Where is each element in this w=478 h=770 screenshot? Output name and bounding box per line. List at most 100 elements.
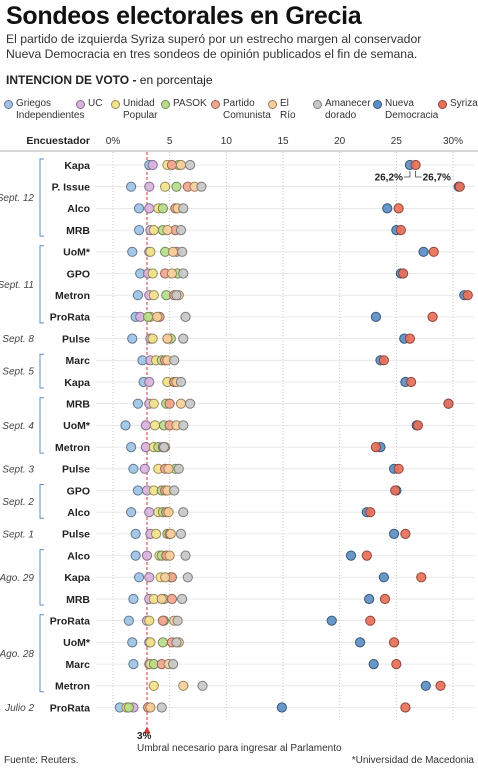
data-point (416, 572, 427, 583)
pollster-label: Alco (67, 507, 90, 519)
pollster-label: MRB (66, 399, 90, 411)
data-point (370, 442, 382, 453)
data-point (148, 680, 159, 691)
data-point (178, 333, 189, 344)
legend-swatch (161, 100, 170, 109)
data-point (145, 637, 156, 648)
data-point (163, 507, 174, 518)
data-point (144, 203, 155, 214)
legend-label: PASOK (173, 98, 207, 109)
data-point (345, 550, 357, 561)
data-point (152, 311, 163, 322)
data-point (379, 593, 391, 605)
pollster-label: Alco (67, 203, 90, 215)
data-point (173, 463, 184, 474)
data-point (148, 290, 159, 301)
data-point (148, 398, 159, 409)
pollster-label: P. Issue (52, 182, 90, 194)
data-point (197, 680, 208, 691)
data-point (167, 246, 179, 257)
data-point (412, 420, 423, 431)
x-tick-label: 5 (167, 136, 173, 147)
x-tick-label: 20 (334, 136, 346, 147)
date-bracket (39, 614, 44, 693)
data-point (404, 333, 416, 344)
data-point (166, 593, 178, 605)
data-point (400, 702, 411, 713)
data-point (130, 550, 141, 561)
data-point (150, 528, 162, 539)
date-bracket (39, 484, 44, 519)
dot-plot: Encuestador 0% 5 10 15 20 25 30% Sept. 12 Sept. 1… (0, 135, 478, 734)
data-point (133, 203, 145, 214)
pollster-label: Alco (67, 550, 90, 562)
data-point (128, 463, 139, 474)
threshold-marker (143, 726, 151, 734)
chart-title: Sondeos electorales en Grecia (6, 2, 362, 30)
data-point (166, 159, 178, 171)
data-point (147, 159, 158, 171)
data-point (368, 659, 379, 670)
data-point (178, 203, 189, 214)
threshold-value: 3% (137, 731, 152, 742)
pollster-label: UoM* (63, 637, 91, 649)
data-point (454, 181, 465, 192)
data-point (162, 333, 173, 344)
data-point (139, 463, 150, 474)
legend-label: Amanecer dorado (325, 98, 371, 121)
data-point (126, 442, 137, 453)
data-point (410, 159, 421, 171)
legend-label: UC (88, 98, 103, 109)
legend-swatch (313, 100, 322, 109)
data-point (175, 159, 187, 171)
x-tick-label: 0% (106, 136, 121, 147)
data-point (128, 593, 139, 605)
data-point (196, 181, 207, 192)
x-tick-label: 30% (443, 136, 463, 147)
data-point (145, 246, 156, 257)
data-point (354, 637, 366, 648)
data-point (144, 507, 155, 518)
data-point (393, 463, 404, 474)
legend-swatch (268, 100, 277, 109)
footnote: *Universidad de Macedonia (351, 755, 474, 766)
pollster-label: ProRata (50, 702, 90, 714)
data-point (182, 572, 193, 583)
data-point (160, 572, 171, 583)
axis-title: Encuestador (26, 135, 90, 147)
date-group-label: Ago. 28 (0, 649, 34, 660)
date-group-label: Sept. 8 (2, 334, 34, 345)
legend-swatch (4, 100, 13, 109)
date-group-label: Sept. 3 (2, 464, 34, 475)
pollster-label: Metron (55, 681, 90, 693)
data-point (120, 420, 131, 431)
data-point (388, 528, 400, 539)
data-point (147, 268, 158, 279)
data-point (361, 550, 372, 561)
data-point (420, 680, 431, 691)
date-bracket (39, 397, 44, 454)
data-point (172, 615, 183, 626)
legend-label: El Río (280, 98, 296, 121)
data-point (175, 225, 187, 236)
data-point (370, 311, 382, 322)
data-point (382, 203, 393, 214)
pollster-label: Kapa (64, 572, 90, 584)
data-point (163, 463, 174, 474)
legend-swatch (438, 100, 447, 109)
date-group-label: Sept. 11 (0, 280, 34, 291)
data-point (390, 485, 401, 496)
data-point (160, 181, 171, 192)
x-tick-label: 15 (277, 136, 289, 147)
data-point (164, 398, 175, 409)
x-tick-label: 25 (391, 136, 403, 147)
source-note: Fuente: Reuters. (4, 755, 79, 766)
data-point (126, 181, 137, 192)
data-point (162, 225, 173, 236)
pollster-label: Kapa (64, 160, 90, 172)
annotation-leader (415, 171, 422, 178)
pollster-label: ProRata (50, 312, 90, 324)
data-point (171, 637, 182, 648)
date-bracket (39, 158, 44, 237)
pollster-label: Pulse (62, 333, 90, 345)
